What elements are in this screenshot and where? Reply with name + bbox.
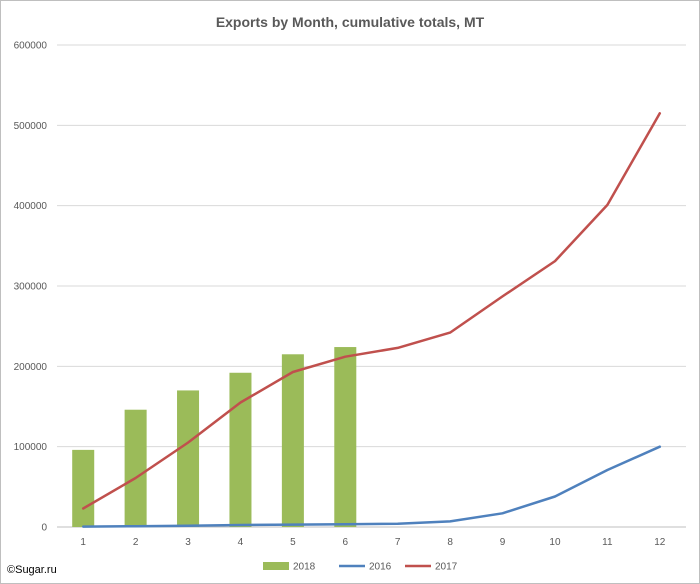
- legend-label-2016: 2016: [369, 562, 392, 573]
- bar-2018: [177, 390, 200, 527]
- x-tick-label: 11: [602, 537, 613, 548]
- legend-swatch-2018: [263, 562, 289, 570]
- y-tick-label: 500000: [14, 121, 48, 132]
- bar-2018: [72, 449, 95, 527]
- bar-2018: [124, 409, 147, 527]
- x-tick-label: 5: [290, 537, 296, 548]
- bar-2018: [281, 354, 304, 527]
- legend: 2018 2016 2017: [263, 562, 458, 573]
- credit-text: ©Sugar.ru: [7, 564, 57, 576]
- y-tick-label: 400000: [14, 201, 48, 212]
- x-tick-label: 2: [133, 537, 139, 548]
- legend-label-2017: 2017: [435, 562, 458, 573]
- x-tick-label: 10: [549, 537, 561, 548]
- x-tick-label: 6: [343, 537, 349, 548]
- x-tick-label: 1: [80, 537, 86, 548]
- x-tick-label: 7: [395, 537, 401, 548]
- legend-label-2018: 2018: [293, 562, 316, 573]
- y-tick-label: 0: [41, 523, 47, 534]
- bar-2018: [229, 372, 252, 527]
- chart-title: Exports by Month, cumulative totals, MT: [216, 14, 485, 30]
- line-series-2017: [81, 112, 662, 510]
- x-tick-label: 9: [500, 537, 506, 548]
- line-series-2016: [81, 445, 662, 528]
- x-tick-label: 4: [238, 537, 244, 548]
- line-series: [81, 112, 662, 528]
- x-axis: 1 2 3 4 5 6 7 8 9 10 11 12: [80, 537, 665, 548]
- y-tick-label: 200000: [14, 362, 48, 373]
- y-tick-label: 300000: [14, 282, 48, 293]
- y-tick-label: 100000: [14, 442, 48, 453]
- bar-2018: [334, 347, 357, 527]
- gridlines: [57, 44, 686, 528]
- x-tick-label: 3: [185, 537, 191, 548]
- y-tick-label: 600000: [14, 41, 48, 52]
- bars-2018: [72, 347, 357, 527]
- x-tick-label: 12: [654, 537, 666, 548]
- y-axis: 0 100000 200000 300000 400000 500000 600000: [14, 41, 48, 534]
- x-tick-label: 8: [447, 537, 453, 548]
